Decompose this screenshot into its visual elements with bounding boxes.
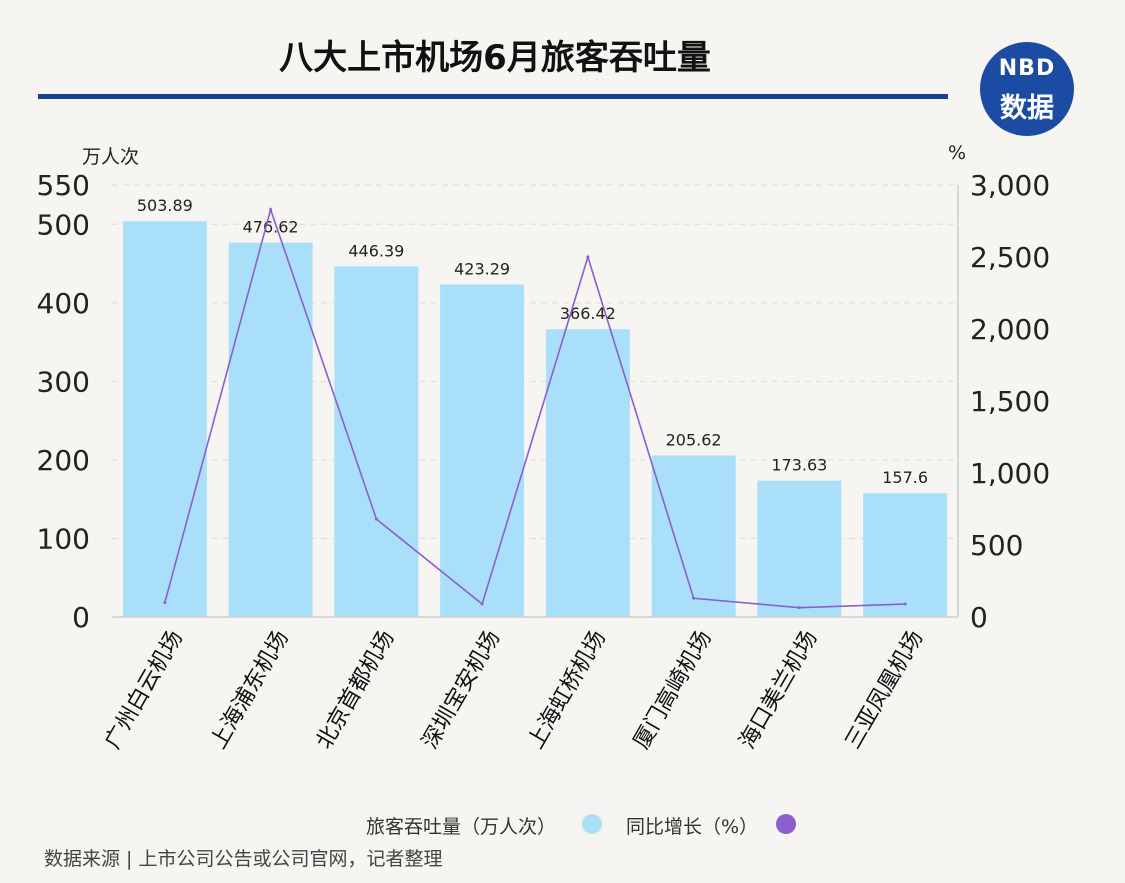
y-left-tick: 100: [37, 522, 90, 555]
growth-point: [692, 596, 696, 600]
y-left-tick: 200: [37, 444, 90, 477]
bar-6: [651, 455, 736, 617]
legend: 旅客吞吐量（万人次） 同比增长（%）: [0, 808, 1125, 838]
growth-point: [903, 602, 907, 606]
y-right-unit: %: [948, 142, 967, 164]
category-label: 三亚凤凰机场: [841, 627, 929, 754]
y-left-tick: 0: [72, 601, 90, 634]
bar-value-label: 423.29: [454, 260, 510, 279]
growth-line: [164, 206, 906, 609]
legend-line-label: 同比增长（%）: [626, 816, 759, 838]
bar-value-label: 173.63: [771, 456, 827, 475]
y-left-unit: 万人次: [82, 146, 140, 168]
bar-value-label: 446.39: [348, 241, 404, 260]
growth-point: [269, 207, 273, 211]
category-label: 上海浦东机场: [206, 627, 294, 754]
y-right-tick: 1,000: [970, 457, 1050, 490]
chart-canvas: 0 100 200 300 400 500 550 0 500 1,000 1,500 2,000 2,…: [37, 169, 1051, 754]
category-label: 厦门高崎机场: [629, 627, 717, 754]
y-left-tick: 300: [37, 365, 90, 398]
category-label: 北京首都机场: [312, 627, 400, 754]
bar-8: [863, 493, 948, 617]
category-label: 深圳宝安机场: [418, 627, 506, 754]
bar-value-label: 205.62: [666, 430, 722, 449]
chart-title: 八大上市机场6月旅客吞吐量: [279, 38, 711, 78]
y-left-tick: 400: [37, 287, 90, 320]
y-right-tick: 0: [970, 601, 988, 634]
legend-bar-label: 旅客吞吐量（万人次）: [366, 816, 557, 838]
category-label: 上海虹桥机场: [523, 627, 611, 754]
bar-value-label: 157.6: [882, 468, 928, 487]
bar-value-label: 366.42: [560, 304, 616, 323]
y-right-tick: 500: [970, 529, 1023, 562]
bar-value-label: 476.62: [243, 218, 299, 237]
bar-7: [757, 480, 842, 617]
y-left-tick: 500: [37, 208, 90, 241]
logo-brand: NBD: [998, 56, 1056, 81]
legend-line-swatch: [776, 814, 796, 834]
bar-5: [545, 329, 630, 617]
y-right-tick: 1,500: [970, 385, 1050, 418]
growth-point: [480, 602, 484, 606]
y-right-tick: 2,500: [970, 241, 1050, 274]
bar-4: [440, 284, 525, 617]
y-right-tick: 2,000: [970, 313, 1050, 346]
source-note: 数据来源 | 上市公司公告或公司官网，记者整理: [44, 848, 443, 870]
nbd-logo: NBD 数据: [980, 42, 1074, 136]
legend-bar-swatch: [582, 814, 602, 834]
growth-point: [586, 255, 590, 259]
bar-value-label: 503.89: [137, 196, 193, 215]
bar-2: [228, 242, 313, 617]
bar-1: [122, 221, 207, 617]
bar-3: [334, 266, 419, 617]
title-underline: [38, 94, 948, 99]
logo-text: 数据: [1000, 93, 1054, 124]
y-right-tick: 3,000: [970, 169, 1050, 202]
y-left-tick: 550: [37, 169, 90, 202]
category-label: 海口美兰机场: [735, 627, 823, 754]
growth-point: [163, 601, 167, 605]
category-label: 广州白云机场: [100, 627, 188, 754]
growth-point: [797, 606, 801, 610]
growth-point: [374, 517, 378, 521]
